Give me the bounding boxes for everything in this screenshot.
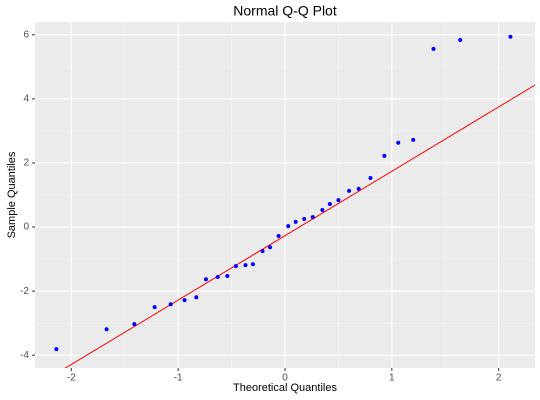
y-tick-label: 0 bbox=[23, 222, 29, 233]
point bbox=[368, 176, 373, 181]
point bbox=[54, 347, 59, 352]
point bbox=[336, 198, 341, 203]
y-tick-label: 2 bbox=[23, 158, 29, 169]
point bbox=[168, 302, 173, 307]
point bbox=[431, 46, 436, 51]
y-axis-title: Sample Quantiles bbox=[6, 151, 18, 238]
point bbox=[152, 305, 157, 310]
x-tick-label: -1 bbox=[174, 373, 183, 384]
x-tick-label: 0 bbox=[282, 373, 288, 384]
point bbox=[411, 137, 416, 142]
y-tick-label: -2 bbox=[20, 286, 29, 297]
x-axis-title: Theoretical Quantiles bbox=[233, 382, 337, 394]
point bbox=[356, 186, 361, 191]
point bbox=[382, 153, 387, 158]
point bbox=[268, 245, 273, 250]
point bbox=[310, 215, 315, 220]
point bbox=[320, 208, 325, 213]
point bbox=[132, 322, 137, 327]
y-tick-label: 6 bbox=[23, 29, 29, 40]
point bbox=[225, 274, 230, 279]
point bbox=[104, 327, 109, 332]
point bbox=[215, 275, 220, 280]
y-tick-label: 4 bbox=[23, 94, 29, 105]
point bbox=[396, 140, 401, 145]
point bbox=[276, 234, 281, 239]
point bbox=[260, 249, 265, 254]
point bbox=[182, 298, 187, 303]
point bbox=[243, 263, 248, 268]
point bbox=[250, 262, 255, 267]
y-tick-label: -4 bbox=[20, 350, 29, 361]
point bbox=[286, 224, 291, 229]
point bbox=[458, 37, 463, 42]
chart-title: Normal Q-Q Plot bbox=[233, 3, 337, 19]
x-tick-label: 2 bbox=[496, 373, 502, 384]
x-tick-label: -2 bbox=[67, 373, 76, 384]
point bbox=[347, 188, 352, 193]
point bbox=[233, 264, 238, 269]
point bbox=[293, 219, 298, 224]
qq-line bbox=[64, 84, 535, 368]
point bbox=[194, 295, 199, 300]
point bbox=[508, 34, 513, 39]
point bbox=[302, 217, 307, 222]
point bbox=[203, 277, 208, 282]
point bbox=[327, 201, 332, 206]
x-tick-label: 1 bbox=[389, 373, 395, 384]
